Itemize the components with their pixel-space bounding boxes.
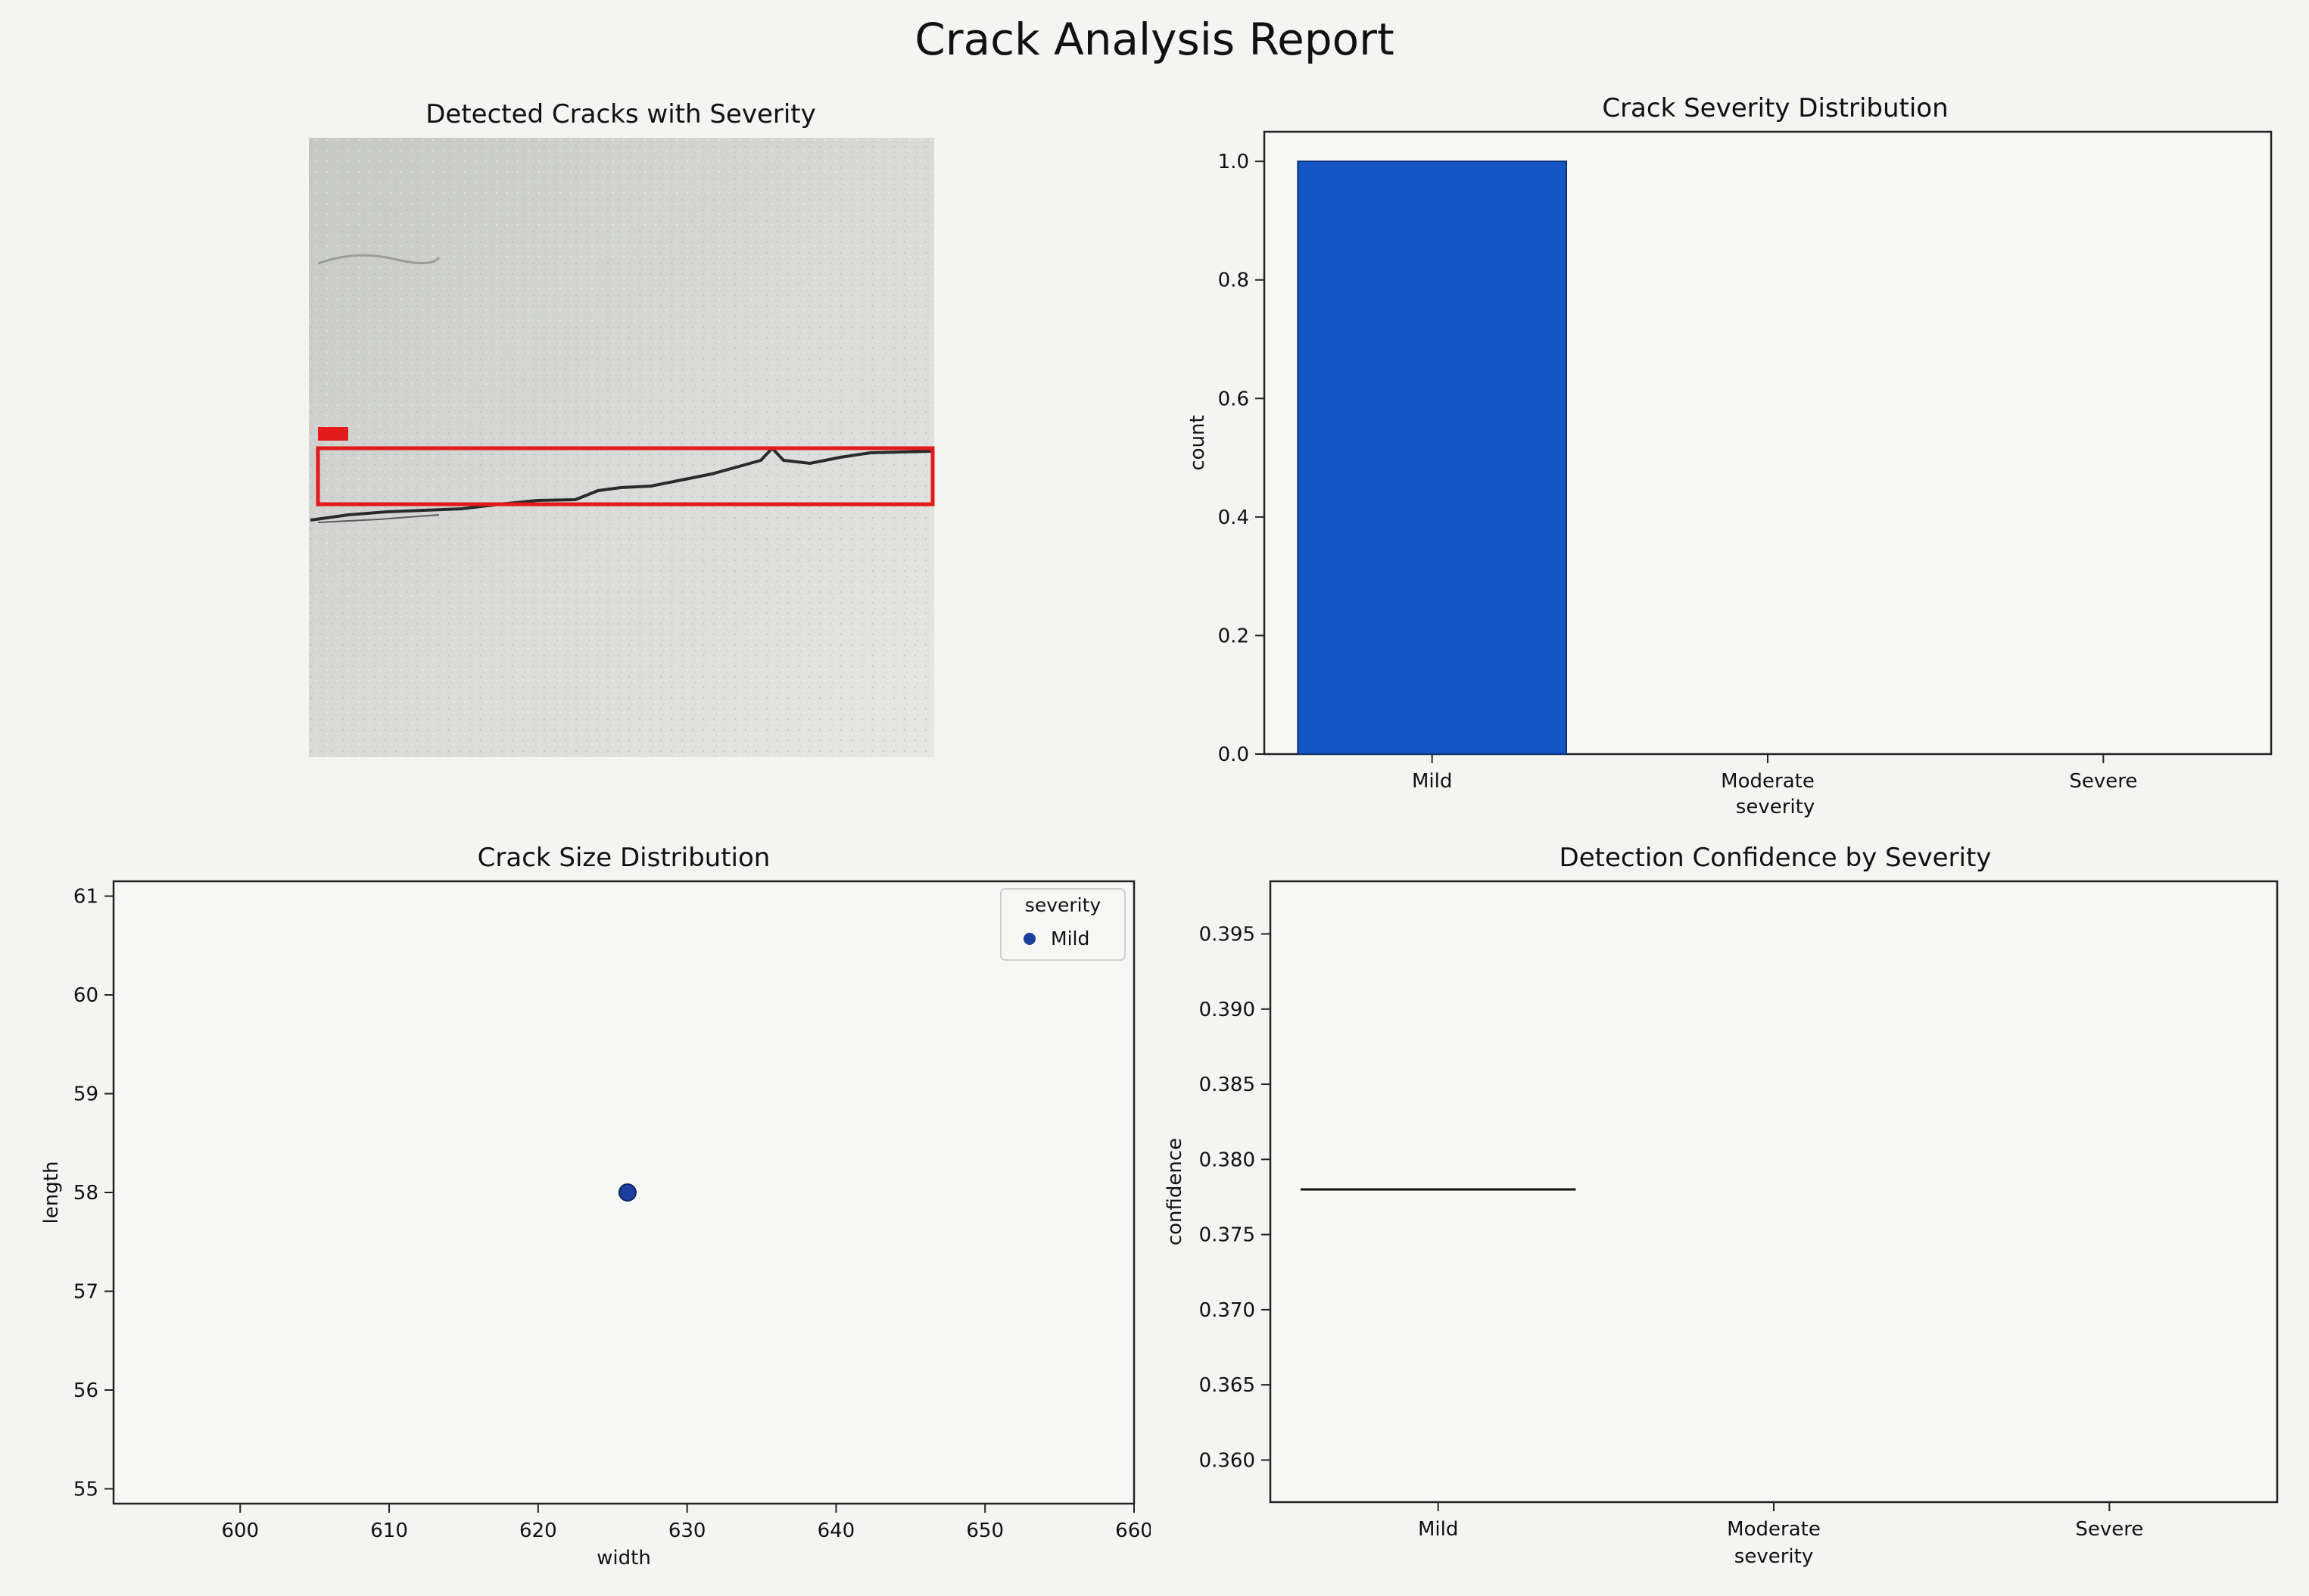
bar-xtick-label: Mild xyxy=(1412,770,1452,793)
confidence-xtick-label: Moderate xyxy=(1727,1518,1821,1541)
scatter-ytick-label: 61 xyxy=(73,886,98,909)
crack-line xyxy=(310,446,932,522)
confidence-ytick-label: 0.370 xyxy=(1199,1299,1255,1322)
detected-cracks-panel: Detected Cracks with Severity xyxy=(309,99,935,757)
bar-chart-title: Crack Severity Distribution xyxy=(1602,93,1948,123)
scatter-legend-title: severity xyxy=(1025,894,1102,916)
scatter-xtick-label: 630 xyxy=(668,1520,706,1542)
confidence-chart-ylabel: confidence xyxy=(1164,1138,1186,1245)
bar-mild xyxy=(1297,161,1567,755)
confidence-ytick-label: 0.375 xyxy=(1199,1224,1255,1247)
severity-bar-chart: Crack Severity Distribution 0.0 0.2 0.4 0.6… xyxy=(1186,93,2273,818)
bar-ytick-label: 0.2 xyxy=(1218,625,1249,647)
crack-bounding-box xyxy=(316,446,935,507)
scatter-chart-title: Crack Size Distribution xyxy=(478,843,771,873)
confidence-ytick-label: 0.390 xyxy=(1199,999,1255,1021)
bar-chart-xlabel: severity xyxy=(1736,796,1815,818)
image-panel-title: Detected Cracks with Severity xyxy=(425,99,816,129)
scatter-ytick-label: 59 xyxy=(73,1083,98,1106)
bar-ytick-label: 0.4 xyxy=(1218,507,1249,529)
scatter-xtick-label: 660 xyxy=(1115,1520,1151,1542)
crack-box-label xyxy=(318,427,348,441)
scatter-ytick-label: 55 xyxy=(73,1478,98,1501)
scatter-legend: severity Mild xyxy=(1000,888,1126,961)
confidence-chart-xlabel: severity xyxy=(1734,1545,1813,1568)
bar-ytick-label: 0.0 xyxy=(1218,743,1249,766)
scatter-chart-xlabel: width xyxy=(597,1547,651,1570)
confidence-ytick-label: 0.380 xyxy=(1199,1149,1255,1171)
bar-chart-ylabel: count xyxy=(1186,415,1209,470)
confidence-xtick-label: Severe xyxy=(2075,1518,2143,1541)
size-scatter-chart: Crack Size Distribution 55 56 57 58 59 60 61 6… xyxy=(40,843,1151,1570)
confidence-ytick-label: 0.385 xyxy=(1199,1074,1255,1096)
scatter-xtick-label: 610 xyxy=(370,1520,408,1542)
bar-ytick-label: 0.8 xyxy=(1218,270,1249,292)
bar-ytick-label: 0.6 xyxy=(1218,388,1249,410)
scatter-xtick-label: 620 xyxy=(519,1520,557,1542)
bar-ytick-label: 1.0 xyxy=(1218,151,1249,173)
confidence-ytick-label: 0.360 xyxy=(1199,1449,1255,1472)
scatter-xtick-label: 650 xyxy=(966,1520,1004,1542)
confidence-chart: Detection Confidence by Severity 0.360 0.… xyxy=(1164,843,2279,1568)
scatter-xtick-label: 600 xyxy=(221,1520,259,1542)
scatter-legend-marker xyxy=(1024,933,1036,945)
bar-xtick-label: Severe xyxy=(2069,770,2137,793)
scatter-ytick-label: 58 xyxy=(73,1182,98,1205)
scatter-legend-entry: Mild xyxy=(1051,927,1089,949)
bar-xtick-label: Moderate xyxy=(1721,770,1815,793)
confidence-ytick-label: 0.365 xyxy=(1199,1374,1255,1397)
scatter-chart-ylabel: length xyxy=(40,1161,63,1224)
scatter-ytick-label: 56 xyxy=(73,1379,98,1402)
confidence-plot-frame xyxy=(1269,880,2279,1504)
scatter-xtick-label: 640 xyxy=(818,1520,855,1542)
confidence-ytick-label: 0.395 xyxy=(1199,923,1255,946)
figure-title: Crack Analysis Report xyxy=(915,14,1394,65)
scatter-ytick-label: 60 xyxy=(73,984,98,1007)
confidence-chart-title: Detection Confidence by Severity xyxy=(1560,843,1992,873)
scatter-point-mild xyxy=(618,1183,637,1202)
scatter-ytick-label: 57 xyxy=(73,1280,98,1303)
confidence-xtick-label: Mild xyxy=(1418,1518,1458,1541)
